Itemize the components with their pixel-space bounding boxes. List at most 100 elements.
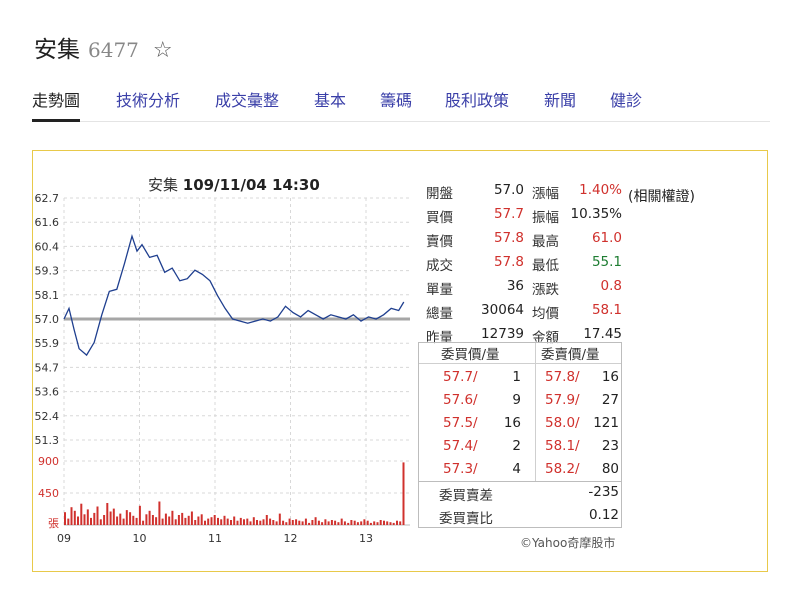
ask-qty: 121 — [593, 415, 619, 431]
volume-bar — [135, 517, 138, 525]
stock-header: 安集 6477 ☆ — [34, 30, 173, 63]
tab-dividend-policy[interactable]: 股利政策 — [445, 91, 510, 110]
volume-bar — [301, 521, 304, 525]
volume-bar — [275, 521, 278, 525]
copyright-text: ©Yahoo奇摩股市 — [520, 536, 616, 550]
tab-chips[interactable]: 籌碼 — [380, 91, 413, 110]
quote-label: 漲幅 — [532, 186, 559, 202]
volume-bar — [129, 512, 132, 525]
quote-value: 61.0 — [591, 230, 622, 246]
volume-bar — [90, 517, 92, 525]
quote-value: 57.0 — [493, 182, 524, 198]
volume-bar — [73, 510, 76, 525]
volume-bar — [197, 516, 200, 525]
price-tick-label: 58.1 — [35, 289, 60, 302]
quote-value: 17.45 — [583, 326, 622, 342]
volume-bar — [80, 503, 83, 525]
price-tick-label: 62.7 — [35, 192, 60, 205]
price-tick-label: 55.9 — [35, 337, 60, 350]
tab-bar: 走勢圖 技術分析 成交彙整 基本 籌碼 股利政策 新聞 健診 — [32, 88, 770, 122]
quote-label: 漲跌 — [532, 282, 559, 298]
volume-bar — [122, 518, 125, 525]
volume-bar — [321, 522, 324, 525]
volume-bar — [164, 513, 167, 525]
volume-bar — [145, 514, 148, 525]
ask-qty: 27 — [601, 392, 619, 408]
quote-label: 總量 — [426, 306, 453, 322]
volume-bar — [70, 507, 73, 525]
volume-bar — [210, 517, 213, 525]
volume-bar — [259, 520, 262, 525]
volume-bar — [356, 522, 359, 525]
volume-bar — [194, 520, 197, 525]
ask-price: 57.9/ — [545, 392, 580, 408]
quote-value: 12739 — [481, 326, 524, 342]
time-axis: 09 10 11 12 13 — [57, 532, 373, 545]
volume-bar — [220, 519, 223, 525]
volume-bar — [200, 514, 203, 525]
volume-bar — [366, 520, 369, 525]
volume-bar — [190, 511, 193, 525]
volume-bar — [138, 505, 141, 525]
volume-bar — [282, 520, 285, 525]
volume-bar — [93, 512, 96, 525]
related-warrants-link[interactable]: (相關權證) — [628, 189, 695, 205]
bid-ask-ratio-value: 0.12 — [588, 507, 619, 523]
volume-bar — [109, 511, 112, 525]
volume-bar — [217, 517, 219, 525]
star-outline-icon[interactable]: ☆ — [152, 38, 173, 63]
volume-bar — [77, 516, 79, 525]
order-book-header-divider — [419, 363, 621, 364]
time-tick-label: 10 — [133, 532, 147, 545]
volume-bar — [291, 520, 294, 525]
tab-basic[interactable]: 基本 — [314, 91, 347, 110]
volume-bar — [239, 517, 242, 525]
volume-bar — [350, 520, 353, 525]
stock-code: 6477 — [88, 38, 139, 62]
tab-health-check[interactable]: 健診 — [610, 91, 643, 110]
time-tick-label: 12 — [284, 532, 298, 545]
volume-axis: 900 450 張 — [38, 455, 59, 530]
bid-ask-ratio-label: 委買賣比 — [439, 511, 493, 527]
volume-bar — [337, 522, 340, 525]
volume-bar — [174, 519, 177, 525]
volume-bar — [386, 521, 389, 525]
price-tick-label: 60.4 — [35, 240, 60, 253]
volume-bar — [389, 522, 392, 525]
tab-technical-analysis[interactable]: 技術分析 — [116, 91, 181, 110]
price-tick-label: 53.6 — [35, 386, 60, 399]
volume-bar — [353, 520, 356, 525]
volume-bar — [288, 518, 291, 525]
volume-tick-label: 450 — [38, 487, 59, 500]
volume-bar — [64, 512, 66, 525]
volume-bar — [213, 515, 216, 525]
volume-bar — [379, 520, 382, 525]
volume-bar — [249, 521, 252, 525]
bid-qty: 2 — [512, 438, 521, 454]
ask-qty: 80 — [601, 461, 619, 477]
price-tick-label: 54.7 — [35, 361, 60, 374]
volume-bar — [106, 503, 109, 525]
tab-trend-chart[interactable]: 走勢圖 — [32, 88, 81, 122]
time-tick-label: 09 — [57, 532, 71, 545]
tab-news[interactable]: 新聞 — [544, 91, 577, 110]
order-book: 委買價/量 委賣價/量 57.7/1 57.8/16 57.6/9 57.9/27 57… — [418, 342, 622, 528]
ask-price: 58.0/ — [545, 415, 580, 431]
volume-bar — [204, 520, 206, 525]
quote-label: 振幅 — [532, 210, 559, 226]
price-tick-label: 59.3 — [35, 265, 60, 278]
volume-bar — [252, 517, 255, 525]
bid-ask-diff-value: -235 — [588, 484, 619, 500]
quote-label: 買價 — [426, 210, 453, 226]
quote-value: 55.1 — [591, 254, 622, 270]
volume-bar — [184, 517, 187, 525]
volume-bar — [265, 515, 268, 525]
stock-name: 安集 — [34, 37, 80, 63]
tab-trade-summary[interactable]: 成交彙整 — [215, 91, 280, 110]
quote-panel — [32, 150, 768, 572]
volume-bar — [168, 516, 171, 525]
bid-price: 57.6/ — [443, 392, 478, 408]
volume-bar — [383, 520, 385, 525]
volume-bar — [86, 509, 89, 525]
volume-bar — [295, 519, 298, 525]
